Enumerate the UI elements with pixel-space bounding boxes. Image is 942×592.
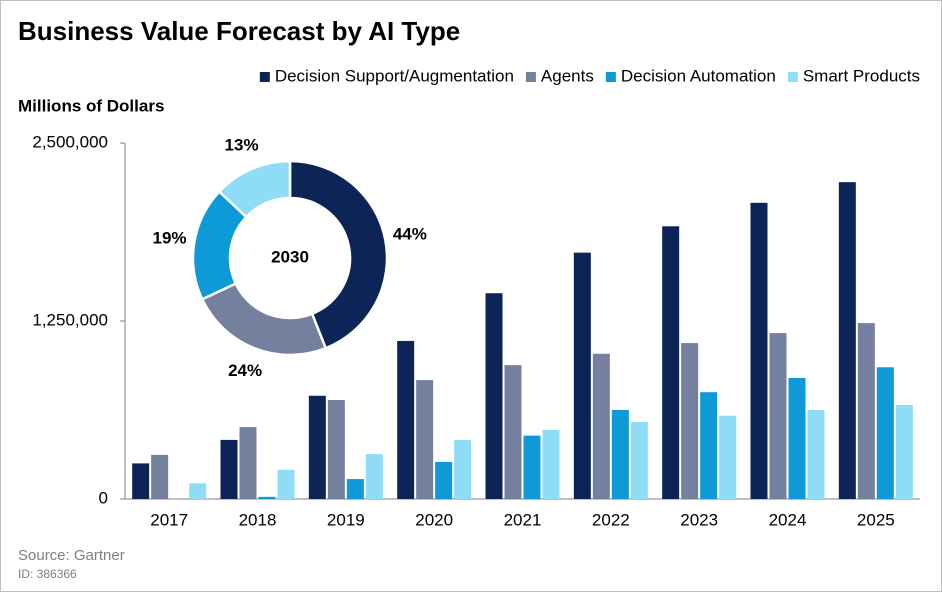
x-tick-label: 2020: [415, 510, 453, 529]
bar: [435, 461, 453, 499]
bar: [719, 415, 737, 499]
x-tick-label: 2023: [680, 510, 718, 529]
bar: [504, 365, 522, 499]
donut-center-label: 2030: [271, 247, 309, 266]
bar: [189, 483, 207, 499]
y-tick-label: 2,500,000: [32, 132, 108, 151]
legend-swatch: [605, 72, 616, 82]
bar: [788, 377, 806, 499]
x-tick-label: 2021: [504, 510, 542, 529]
legend-swatch: [787, 72, 798, 82]
bar: [454, 439, 472, 499]
bar: [876, 367, 894, 499]
bar: [857, 323, 875, 499]
chart-title: Business Value Forecast by AI Type: [18, 16, 460, 46]
x-tick-label: 2022: [592, 510, 630, 529]
bar: [573, 252, 591, 499]
bar: [220, 439, 238, 499]
bar: [662, 226, 680, 499]
bar: [485, 293, 503, 499]
x-tick-label: 2019: [327, 510, 365, 529]
bar: [151, 454, 169, 499]
bar: [277, 469, 295, 499]
x-tick-label: 2018: [239, 510, 277, 529]
bar: [523, 435, 541, 499]
donut-slice: [217, 159, 292, 219]
data-label: 44%: [393, 225, 427, 244]
legend-swatch: [259, 72, 270, 82]
id-label: ID: 386366: [18, 567, 77, 581]
x-tick-label: 2025: [857, 510, 895, 529]
bar: [611, 410, 629, 499]
bar: [365, 454, 383, 499]
bar: [700, 392, 718, 499]
legend-swatch: [525, 72, 536, 82]
bar: [630, 422, 648, 499]
bar: [681, 343, 699, 499]
data-label: 24%: [228, 361, 262, 380]
data-label: 19%: [152, 228, 186, 247]
legend-label: Decision Automation: [621, 66, 776, 85]
legend-label: Decision Support/Augmentation: [275, 66, 514, 85]
x-tick-label: 2017: [150, 510, 188, 529]
bar: [416, 380, 434, 499]
bar: [838, 182, 856, 499]
bar: [258, 496, 276, 499]
y-tick-label: 1,250,000: [32, 310, 108, 329]
bar: [327, 400, 345, 499]
bar: [895, 405, 913, 499]
bar: [807, 410, 825, 499]
y-tick-label: 0: [99, 488, 108, 507]
bar: [397, 340, 415, 499]
data-label: 13%: [225, 136, 259, 155]
bar: [346, 479, 364, 499]
x-tick-label: 2024: [769, 510, 807, 529]
bar: [750, 202, 768, 500]
bar: [542, 429, 560, 499]
bar: [308, 395, 326, 499]
donut-slice: [288, 159, 389, 350]
legend-label: Smart Products: [803, 66, 920, 85]
bar: [592, 353, 610, 499]
bar: [132, 463, 150, 499]
source: Source: Gartner: [18, 547, 125, 564]
bar: [769, 333, 787, 499]
legend-label: Agents: [541, 66, 594, 85]
bar: [239, 427, 257, 499]
y-axis-label: Millions of Dollars: [18, 96, 164, 115]
